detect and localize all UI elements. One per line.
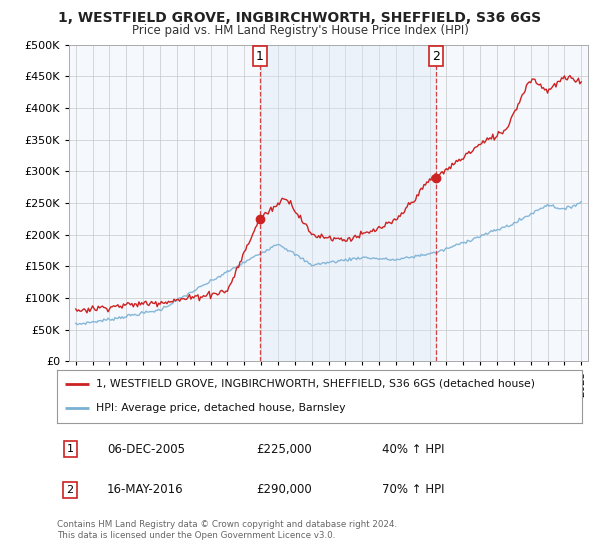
Text: £290,000: £290,000	[257, 483, 312, 496]
Text: 1: 1	[256, 49, 263, 63]
Text: 1, WESTFIELD GROVE, INGBIRCHWORTH, SHEFFIELD, S36 6GS: 1, WESTFIELD GROVE, INGBIRCHWORTH, SHEFF…	[58, 11, 542, 25]
Text: 70% ↑ HPI: 70% ↑ HPI	[383, 483, 445, 496]
Text: 1, WESTFIELD GROVE, INGBIRCHWORTH, SHEFFIELD, S36 6GS (detached house): 1, WESTFIELD GROVE, INGBIRCHWORTH, SHEFF…	[97, 379, 535, 389]
Text: Contains HM Land Registry data © Crown copyright and database right 2024.
This d: Contains HM Land Registry data © Crown c…	[57, 520, 397, 540]
Text: 2: 2	[67, 484, 74, 494]
Text: HPI: Average price, detached house, Barnsley: HPI: Average price, detached house, Barn…	[97, 403, 346, 413]
Text: 16-MAY-2016: 16-MAY-2016	[107, 483, 184, 496]
Text: Price paid vs. HM Land Registry's House Price Index (HPI): Price paid vs. HM Land Registry's House …	[131, 24, 469, 37]
Text: 40% ↑ HPI: 40% ↑ HPI	[383, 442, 445, 456]
Text: 06-DEC-2005: 06-DEC-2005	[107, 442, 185, 456]
Text: £225,000: £225,000	[257, 442, 312, 456]
Text: 1: 1	[67, 444, 74, 454]
Bar	[260, 45, 436, 361]
Text: 2: 2	[432, 49, 440, 63]
